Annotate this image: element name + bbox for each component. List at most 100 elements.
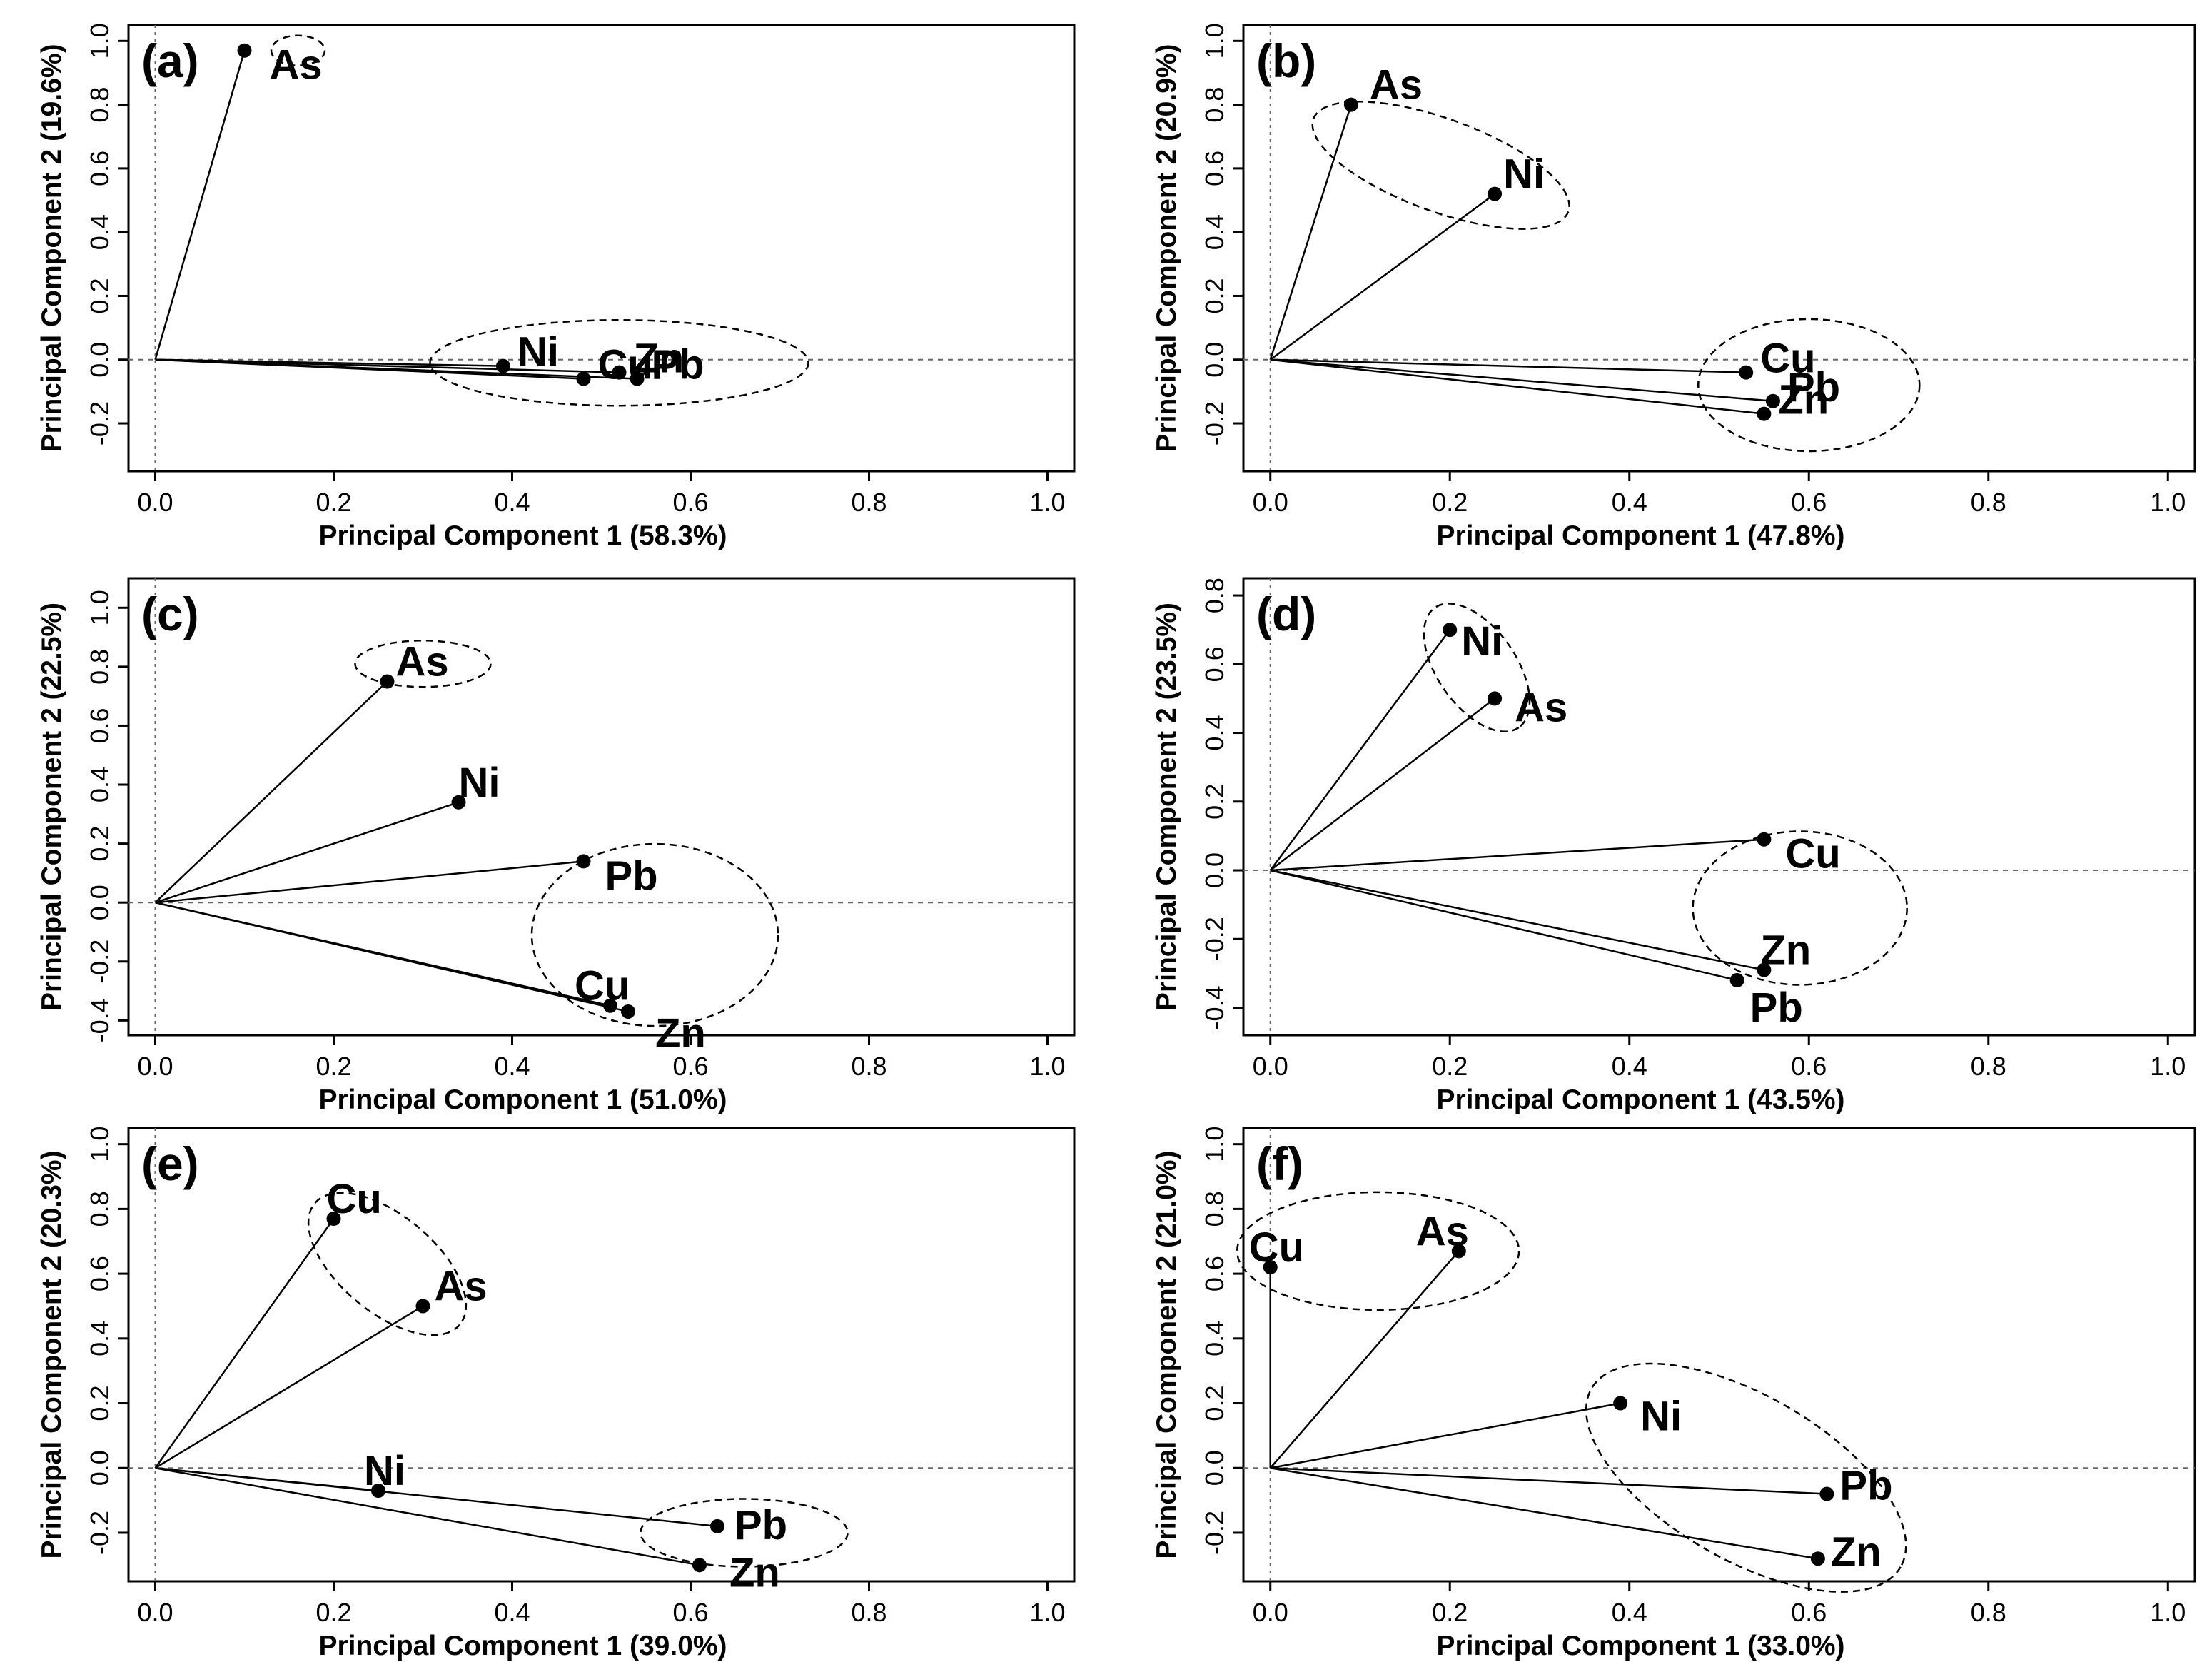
group-ellipse [1692,830,1908,986]
y-tick-label: 0.6 [85,151,114,186]
y-tick-label: 0.2 [1200,784,1229,820]
y-tick-label: 0.8 [1200,1191,1229,1227]
plot-frame [1242,577,2196,1037]
point-label-cu: Cu [575,963,630,1009]
point-label-zn: Zn [1831,1528,1882,1575]
loading-point-pb [1819,1486,1834,1501]
loading-vector-pb [1270,869,1737,982]
loading-point-cu [1263,1260,1278,1275]
y-tick-label: 0.8 [1200,578,1229,613]
loading-vector-ni [1269,193,1495,361]
loading-vector-zn [1270,1467,1819,1560]
loading-point-as [380,674,395,689]
loading-point-ni [1443,623,1458,638]
loading-vector-cu [155,358,584,380]
x-tick-label: 1.0 [1029,1052,1065,1081]
y-tick-label: -0.2 [1200,401,1229,445]
point-label-ni: Ni [1640,1394,1682,1440]
y-tick-label: -0.4 [1200,985,1229,1029]
loading-point-pb [1765,393,1780,408]
point-label-zn: Zn [1760,927,1811,974]
panel-b: 0.0 0.2 0.4 0.6 0.8 1.0 -0.2 0.0 0.2 0.4 0.6 0.8 1.0… [1151,23,2196,551]
y-tick-label: 0.2 [85,826,114,862]
point-label-as: As [270,42,323,89]
y-tick-label: 0.0 [1200,852,1229,888]
panel-f: 0.0 0.2 0.4 0.6 0.8 1.0 -0.2 0.0 0.2 0.4 0.6 0.8 1.0… [1151,1127,2196,1661]
x-tick-label: 1.0 [2150,1052,2186,1081]
y-tick-label: 0.6 [1200,646,1229,682]
x-tick-label: 1.0 [1029,488,1065,517]
x-tick-label: 0.0 [137,1052,173,1081]
loading-vector-as [154,680,388,904]
y-tick-label: 0.2 [1200,1386,1229,1421]
plot-frame [127,1127,1076,1583]
loading-vector-pb [1270,1467,1827,1495]
loading-point-pb [630,371,645,386]
loading-vector-cu [1270,838,1764,872]
y-tick-label: 0.6 [1200,1256,1229,1291]
loading-vector-as [1269,104,1353,361]
x-tick-label: 0.8 [851,1598,887,1627]
point-label-pb: Pb [652,342,704,388]
y-tick-label: 1.0 [85,1127,114,1162]
group-ellipse [429,318,809,407]
x-axis-title: Principal Component 1 (51.0%) [318,1084,727,1115]
x-tick-label: 0.6 [1791,1052,1827,1081]
loading-vector-as [154,1305,424,1469]
loading-vector-ni [1270,1402,1621,1469]
loading-vector-zn [1270,358,1764,415]
loading-point-as [415,1299,430,1314]
y-tick-label: 0.6 [85,707,114,743]
x-tick-label: 0.2 [1432,1052,1468,1081]
x-tick-label: 0.0 [1253,488,1288,517]
point-label-cu: Cu [327,1176,382,1222]
group-ellipse [270,34,326,66]
point-label-cu: Cu [598,342,653,388]
x-tick-label: 0.2 [1432,1598,1468,1627]
point-label-as: As [1515,684,1567,730]
group-ellipse [640,1498,849,1568]
loading-point-as [1451,1244,1466,1259]
y-tick-label: 0.2 [85,1386,114,1421]
loading-vector-pb [155,860,584,904]
x-tick-label: 0.2 [315,1598,351,1627]
y-tick-label: 1.0 [85,23,114,59]
point-label-ni: Ni [517,329,559,376]
x-tick-label: 0.8 [1971,1598,2006,1627]
plot-frame [1242,1127,2196,1583]
y-tick-label: -0.2 [1200,917,1229,961]
x-tick-label: 0.2 [315,1052,351,1081]
x-tick-label: 0.4 [494,488,530,517]
loading-point-pb [1729,973,1744,988]
y-tick-label: 0.0 [85,1450,114,1486]
loading-point-ni [496,358,510,373]
point-label-zn: Zn [655,1010,706,1057]
y-axis-title: Principal Component 2 (20.3%) [36,1150,67,1558]
plot-frame [1242,24,2196,473]
y-tick-label: 1.0 [1200,1127,1229,1162]
y-tick-label: 0.4 [85,767,114,802]
x-tick-label: 0.8 [1971,1052,2006,1081]
x-tick-label: 1.0 [1029,1598,1065,1627]
loading-point-zn [1757,962,1772,977]
y-axis-title: Principal Component 2 (20.9%) [1151,44,1182,452]
y-tick-label: 1.0 [85,590,114,625]
x-tick-label: 0.6 [1791,488,1827,517]
y-tick-label: 0.4 [85,1321,114,1356]
y-tick-label: 0.4 [1200,715,1229,751]
y-axis-title: Principal Component 2 (22.5%) [36,603,67,1011]
x-tick-label: 1.0 [2150,488,2186,517]
loading-vector-zn [155,1467,700,1566]
y-tick-label: 1.0 [1200,23,1229,59]
loading-point-ni [451,795,466,810]
x-tick-label: 0.6 [1791,1598,1827,1627]
x-tick-label: 0.8 [851,1052,887,1081]
loading-vector-as [1269,697,1495,872]
point-label-as: As [435,1263,488,1309]
loading-vector-pb [1270,358,1774,403]
loading-point-cu [1757,832,1772,847]
plot-frame [127,577,1076,1037]
group-ellipse [1697,318,1921,453]
x-tick-label: 0.0 [1253,1052,1288,1081]
y-tick-label: 0.6 [1200,151,1229,186]
